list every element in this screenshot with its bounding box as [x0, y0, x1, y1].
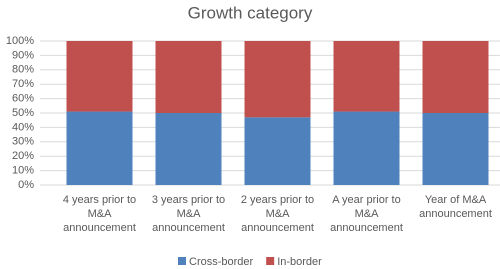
bar-segment	[244, 41, 311, 118]
y-tick-label: 10%	[12, 165, 34, 177]
y-tick-label: 80%	[12, 64, 34, 76]
bar-segment	[333, 111, 400, 185]
bar-segment	[333, 41, 400, 112]
x-tick-label: 2 years prior to M&A announcement	[240, 194, 315, 234]
bar-segment	[66, 111, 133, 185]
y-tick-label: 30%	[12, 136, 34, 148]
legend-swatch	[178, 257, 186, 265]
bar-segment	[422, 41, 489, 113]
y-tick-label: 0%	[18, 179, 34, 191]
bar-segment	[422, 113, 489, 185]
legend-label: In-border	[277, 256, 322, 268]
y-tick-label: 40%	[12, 121, 34, 133]
y-tick-label: 70%	[12, 78, 34, 90]
y-tick-label: 90%	[12, 49, 34, 61]
x-tick-label: Year of M&A announcement	[419, 194, 492, 220]
y-tick-label: 60%	[12, 93, 34, 105]
y-tick-label: 20%	[12, 150, 34, 162]
chart-title: Growth category	[188, 3, 313, 22]
x-tick-label: 3 years prior to M&A announcement	[151, 194, 226, 234]
x-tick-label: A year prior to M&A announcement	[330, 194, 403, 234]
legend-swatch	[266, 257, 275, 265]
bar-segment	[155, 113, 222, 185]
legend-label: Cross-border	[189, 256, 254, 268]
y-tick-label: 100%	[6, 35, 34, 47]
bar-segment	[66, 41, 133, 112]
x-tick-label: 4 years prior to M&A announcement	[62, 194, 137, 234]
y-tick-label: 50%	[12, 107, 34, 119]
bar-segment	[244, 117, 311, 185]
bar-segment	[155, 41, 222, 113]
